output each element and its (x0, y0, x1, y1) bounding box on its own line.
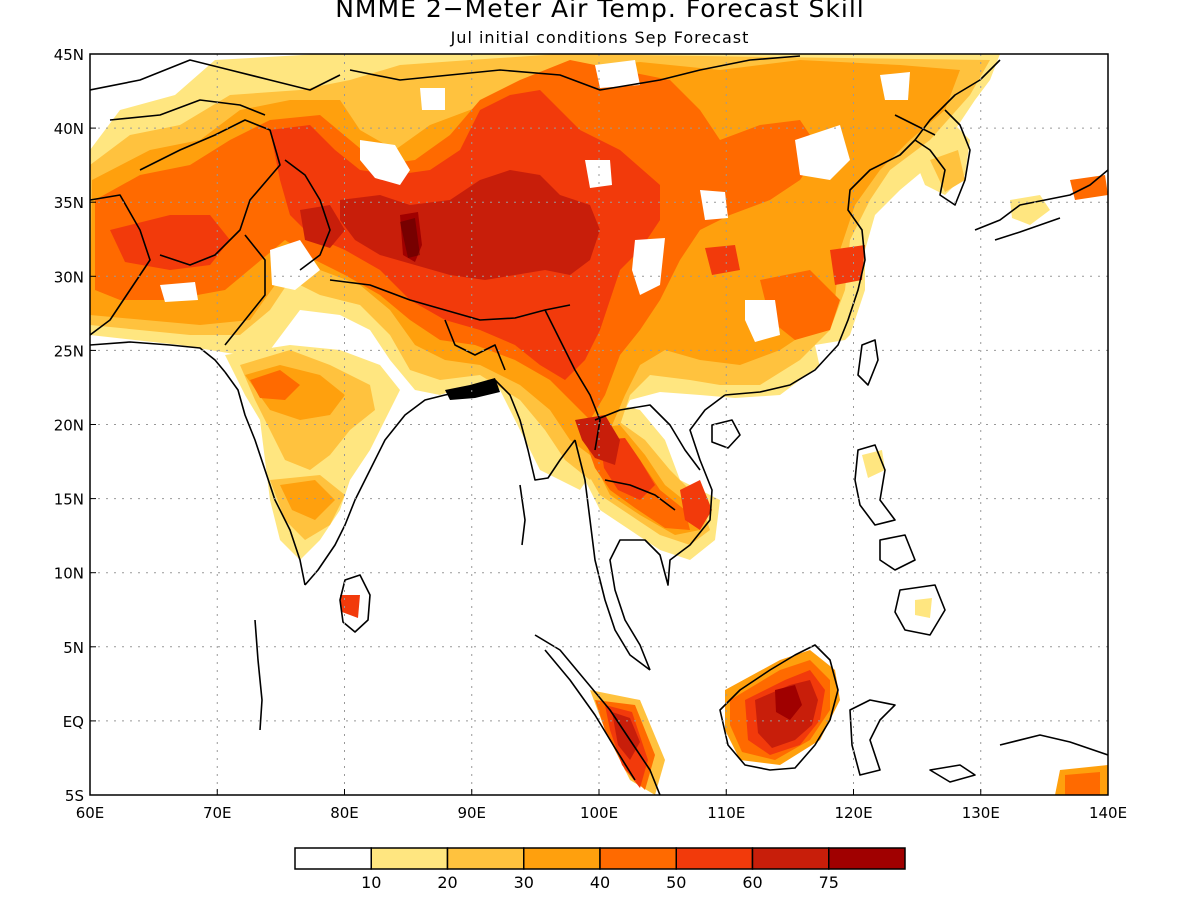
coastline-sumatra (534, 634, 661, 795)
skill-area-mindanao (915, 598, 932, 618)
lat-tick-label: 30N (54, 268, 84, 286)
border-afghanistan (139, 119, 281, 266)
border-laos-vietnam (594, 404, 701, 471)
colorbar-swatch (828, 847, 906, 870)
map-subtitle: Jul initial conditions Sep Forecast (450, 28, 750, 47)
border-mongolia (349, 55, 801, 91)
lon-tick-label: 100E (580, 804, 618, 822)
coastline-japan-2 (994, 217, 1061, 241)
lon-tick-label: 60E (76, 804, 105, 822)
lat-tick-label: EQ (63, 713, 84, 731)
coastline-sulawesi (849, 699, 896, 776)
colorbar-swatch (370, 847, 449, 870)
lat-tick-label: 35N (54, 194, 84, 212)
colorbar-swatch (523, 847, 601, 870)
colorbar-swatch (599, 847, 677, 870)
border-central-asia (109, 99, 266, 121)
coastline-sumatra-2 (544, 649, 636, 781)
coastline-myanmar (494, 379, 576, 481)
border-kashmir (284, 159, 331, 271)
lon-tick-label: 110E (707, 804, 745, 822)
border-iran (90, 194, 151, 336)
ganges-delta (445, 378, 500, 400)
coastline-visayas (879, 534, 916, 571)
colorbar-label: 20 (437, 873, 457, 892)
coastline-maldives (254, 619, 263, 731)
colorbar-swatch (294, 847, 372, 870)
lon-tick-label: 90E (457, 804, 486, 822)
map-title: NMME 2−Meter Air Temp. Forecast Skill (335, 0, 865, 23)
colorbar-label: 60 (742, 873, 762, 892)
border-thailand-cambodia (604, 479, 676, 511)
coastline-korea (914, 109, 971, 206)
coastline-taiwan (857, 339, 879, 386)
coastline-new-guinea (999, 734, 1108, 756)
gridlines (90, 54, 1108, 795)
border-bangladesh (444, 319, 506, 371)
colorbar-swatch (446, 847, 525, 870)
border-myanmar-china (544, 309, 601, 451)
colorbar-label: 30 (514, 873, 534, 892)
border-tibet (329, 279, 571, 321)
colorbar: 10 20 30 40 50 60 75 (294, 847, 906, 892)
lat-tick-label: 5N (63, 639, 84, 657)
colorbar-label: 75 (819, 873, 839, 892)
lat-axis: 45N 40N 35N 30N 25N 20N 15N 10N 5N EQ 5S (54, 46, 96, 805)
skill-field (90, 54, 1108, 795)
lon-tick-label: 130E (962, 804, 1000, 822)
border-north-korea (894, 114, 936, 136)
border-pakistan-india (224, 234, 266, 346)
coastline-andaman (519, 484, 526, 546)
coastline-hainan (711, 419, 741, 449)
coastline-gulf-thailand (609, 394, 726, 671)
colorbar-swatch (675, 847, 754, 870)
coastline-china-south (724, 59, 1001, 396)
coastline-japan (974, 169, 1108, 231)
coastline-borneo (719, 644, 839, 771)
coastline-malay-peninsula (574, 439, 651, 671)
lat-tick-label: 20N (54, 417, 84, 435)
border-kazakh (90, 59, 341, 91)
coastline-luzon (854, 444, 896, 526)
lat-tick-label: 45N (54, 46, 84, 64)
lat-tick-label: 40N (54, 120, 84, 138)
lat-tick-label: 10N (54, 565, 84, 583)
lat-tick-label: 15N (54, 491, 84, 509)
lon-axis: 60E 70E 80E 90E 100E 110E 120E 130E 140E (76, 789, 1127, 822)
lon-tick-label: 70E (203, 804, 232, 822)
coastline-layer (90, 55, 1108, 795)
lon-tick-label: 120E (834, 804, 872, 822)
lat-tick-label: 5S (65, 787, 84, 805)
coastline-mindanao (894, 584, 946, 636)
coastline-maluku (929, 764, 976, 783)
coastline-sri-lanka (339, 574, 371, 633)
colorbar-swatch (751, 847, 830, 870)
lon-tick-label: 80E (330, 804, 359, 822)
colorbar-label: 10 (361, 873, 381, 892)
lon-tick-label: 140E (1089, 804, 1127, 822)
colorbar-label: 40 (590, 873, 610, 892)
coastline-arabia-iran (90, 341, 226, 373)
lat-tick-label: 25N (54, 342, 84, 360)
coastline-india-west (224, 371, 306, 586)
colorbar-label: 50 (666, 873, 686, 892)
tibet-lakes (400, 218, 420, 258)
